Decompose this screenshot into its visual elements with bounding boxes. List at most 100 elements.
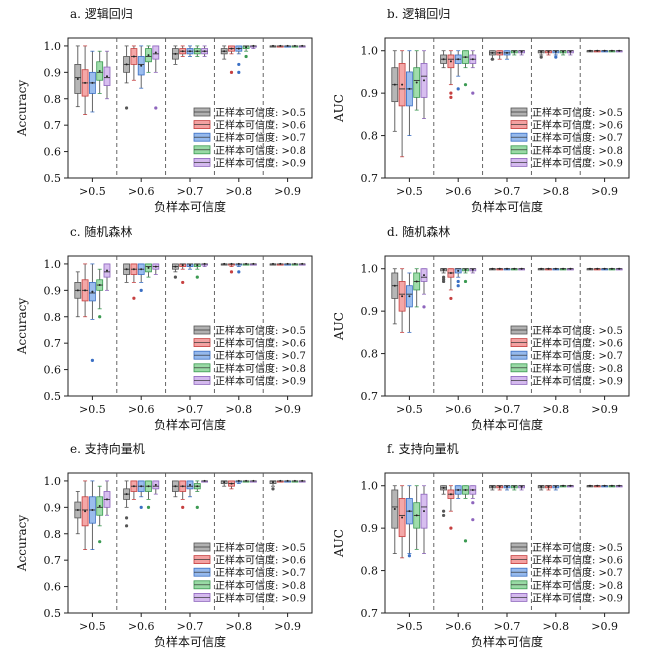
x-tick-label: >0.7: [494, 185, 521, 198]
chart-panel-3: d. 随机森林 0.7 0.8 0.9 1.0 >0.5 >0.6 >0.7 >0.8 >0.9 负…: [332, 224, 630, 432]
box-4-4: [615, 484, 623, 488]
box-mean-point: [154, 51, 157, 54]
box-mean-point: [506, 485, 508, 488]
y-axis-label: AUC: [332, 529, 346, 558]
box-2-3: [510, 267, 518, 271]
box-0-3: [413, 485, 421, 550]
x-tick-label: >0.5: [396, 403, 423, 416]
box-mean-point: [408, 510, 411, 513]
x-tick-label: >0.6: [128, 620, 155, 633]
x-tick-label: >0.5: [79, 403, 106, 416]
box-2-2: [186, 263, 194, 270]
box-mean-point: [252, 44, 255, 47]
box-mean-point: [76, 77, 79, 80]
box-3-4: [249, 44, 257, 49]
box-4-0: [269, 44, 277, 48]
y-axis-label: Accuracy: [15, 80, 29, 137]
box-3-1: [228, 480, 235, 490]
outlier-point: [554, 55, 558, 59]
box-mean-point: [562, 484, 565, 487]
y-tick-label: 0.9: [44, 284, 62, 297]
x-tick-label: >0.5: [79, 185, 106, 198]
box-mean-point: [423, 510, 425, 513]
x-tick-label: >0.5: [396, 620, 423, 633]
box-1-3: [462, 268, 469, 284]
box-mean-point: [569, 484, 572, 487]
box-mean-point: [223, 481, 226, 484]
box-mean-point: [540, 267, 543, 270]
legend-label: 正样本可信度: >0.9: [532, 591, 623, 604]
box-1-3: [145, 263, 152, 278]
x-tick-label: >0.8: [225, 185, 252, 198]
box-0-0: [74, 45, 82, 108]
box-4-3: [291, 262, 299, 266]
box-mean-point: [554, 267, 557, 270]
box-1-0: [440, 485, 448, 518]
y-tick-label: 0.9: [361, 522, 379, 535]
box-4-2: [284, 44, 292, 48]
box-2-3: [193, 45, 201, 57]
y-tick-label: 0.7: [361, 172, 379, 185]
legend-label: 正样本可信度: >0.5: [215, 541, 306, 554]
box-mean-point: [279, 262, 282, 265]
box-mean-point: [408, 295, 411, 298]
box-2-3: [510, 485, 518, 491]
box-2-0: [171, 263, 179, 279]
y-tick-label: 0.9: [44, 66, 62, 79]
box-4-3: [291, 479, 299, 483]
box-0-0: [74, 491, 82, 535]
legend-label: 正样本可信度: >0.8: [532, 144, 623, 157]
x-tick-label: >0.6: [128, 403, 155, 416]
outlier-point: [449, 526, 453, 530]
box-0-4: [103, 50, 111, 100]
box-3-0: [220, 262, 228, 266]
box-mean-point: [91, 290, 94, 293]
box-4-1: [593, 484, 601, 488]
box-4-0: [269, 480, 277, 491]
box-4-2: [284, 262, 292, 266]
box-mean-point: [401, 295, 404, 298]
box-0-1: [81, 45, 89, 116]
legend-label: 正样本可信度: >0.6: [215, 119, 306, 132]
outlier-point: [237, 62, 241, 67]
box-mean-point: [106, 498, 108, 501]
box-mean-point: [596, 484, 599, 487]
x-axis-label: 负样本可信度: [154, 417, 226, 432]
box-3-4: [567, 50, 574, 56]
box-4-1: [276, 44, 284, 48]
box-0-4: [103, 480, 111, 516]
box-2-3: [510, 50, 518, 56]
y-tick-label: 0.9: [44, 501, 62, 514]
outlier-point: [407, 554, 411, 558]
box-3-4: [567, 267, 574, 271]
y-tick-label: 0.6: [44, 146, 62, 159]
box-4-3: [291, 44, 299, 48]
box-mean-point: [125, 268, 128, 271]
box-0-3: [96, 50, 104, 94]
box-mean-point: [84, 510, 87, 513]
box-mean-point: [286, 479, 289, 482]
x-axis-label: 负样本可信度: [471, 417, 543, 432]
box-1-1: [447, 485, 455, 530]
box-4-3: [608, 49, 616, 53]
box-mean-point: [618, 484, 621, 487]
box-mean-point: [618, 267, 621, 270]
box-1-1: [447, 268, 455, 301]
box-1-0: [440, 268, 448, 284]
legend-label: 正样本可信度: >0.7: [215, 566, 306, 579]
box-3-3: [559, 50, 567, 56]
y-tick-label: 1.0: [361, 45, 379, 58]
box-1-0: [440, 50, 448, 69]
box-mean-point: [457, 58, 460, 61]
box-2-4: [201, 479, 209, 483]
box-0-0: [391, 50, 399, 132]
box-0-4: [420, 268, 428, 309]
box-mean-point: [237, 47, 240, 50]
box-4-2: [601, 49, 608, 53]
box-4-0: [586, 267, 594, 271]
outlier-point: [442, 513, 446, 518]
box-mean-point: [154, 483, 157, 486]
box-mean-point: [189, 50, 191, 53]
box-1-1: [130, 480, 138, 500]
box-mean-point: [203, 262, 206, 265]
